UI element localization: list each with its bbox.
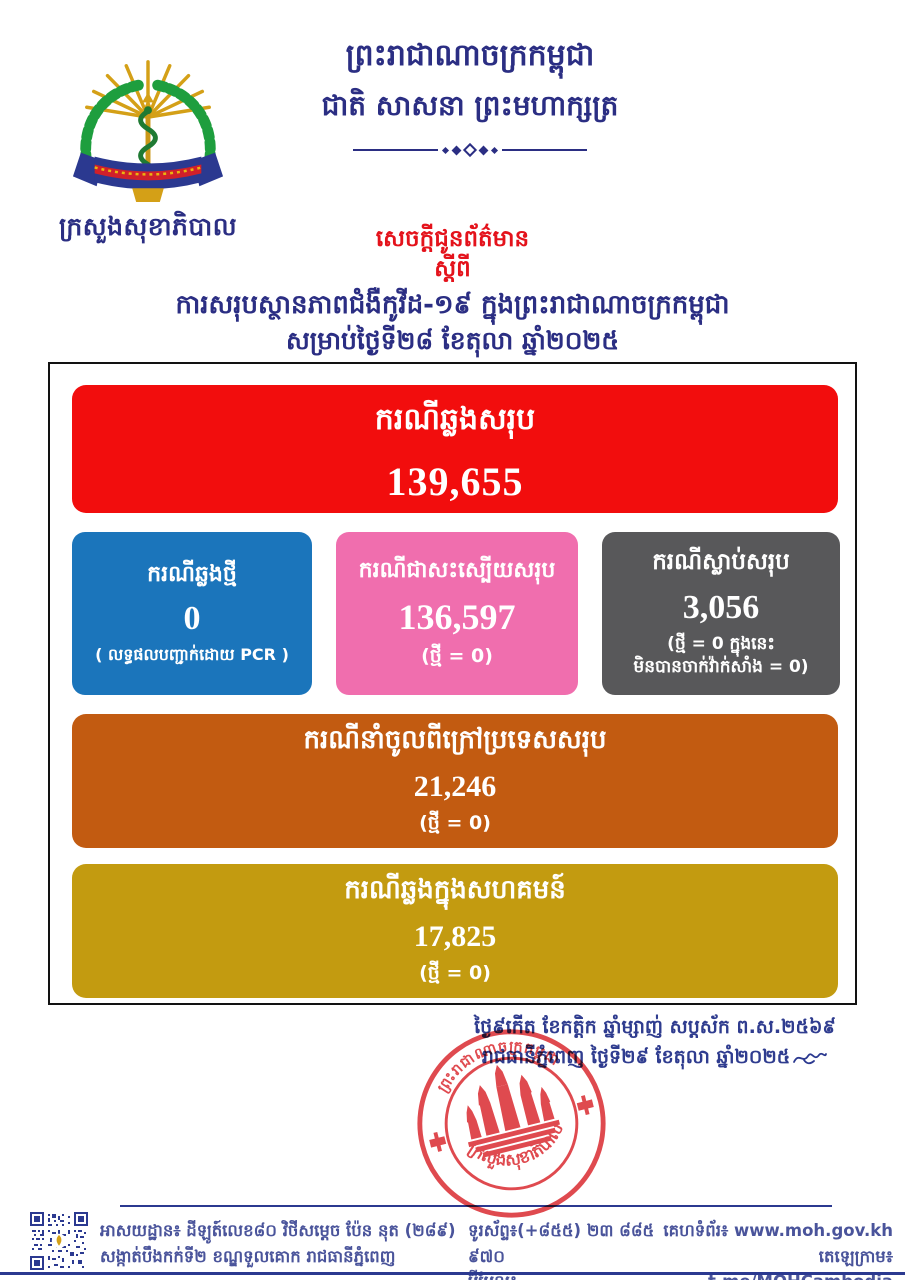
regarding-label: ស្តីពី xyxy=(434,256,471,283)
ministry-name-label: ក្រសួងសុខាភិបាល xyxy=(58,212,238,241)
statistics-panel: ករណីឆ្លងសរុប 139,655 ករណីឆ្លងថ្មី 0 ( លទ… xyxy=(48,362,857,1005)
nation-religion-king: ជាតិ សាសនា ព្រះមហាក្សត្រ xyxy=(321,89,619,122)
new-cases-note: ( លទ្ធផលបញ្ជាក់ដោយ PCR ) xyxy=(95,644,289,664)
recovered-note: (ថ្មី = 0) xyxy=(421,644,493,667)
footer-address: អាសយដ្ឋាន៖ ដីឡូត៍លេខ៨០ វិថីសម្តេច ប៉ែន ន… xyxy=(100,1218,470,1269)
total-cases-card: ករណីឆ្លងសរុប 139,655 xyxy=(72,385,838,513)
angkor-wat-icon xyxy=(466,1064,560,1158)
recovered-value: 136,597 xyxy=(398,596,516,637)
imported-note: (ថ្មី = 0) xyxy=(419,812,491,834)
ornament-divider-icon xyxy=(240,142,700,158)
deaths-card: ករណីស្លាប់សរុប 3,056 (ថ្មី = 0 ក្នុងនេះ … xyxy=(602,532,840,695)
total-cases-value: 139,655 xyxy=(386,459,524,504)
phone-line: ទូរស័ព្ទ៖(+៨៥៥) ២៣ ៨៨៥ ៩៧០ xyxy=(468,1221,655,1266)
address-line1: អាសយដ្ឋាន៖ ដីឡូត៍លេខ៨០ វិថីសម្តេច ប៉ែន ន… xyxy=(100,1221,456,1240)
kingdom-header: ព្រះរាជាណាចក្រកម្ពុជា ជាតិ សាសនា ព្រះមហា… xyxy=(240,36,700,158)
community-note: (ថ្មី = 0) xyxy=(419,962,491,984)
website-line: គេហទំព័រ៖ www.moh.gov.kh xyxy=(663,1221,893,1240)
deaths-note-line2: មិនបានចាក់វ៉ាក់សាំង = 0) xyxy=(633,657,809,677)
deaths-value: 3,056 xyxy=(682,589,760,627)
ministry-stamp-icon: ព្រះរាជាណាចក្រកម្ពុជា ក្រសួងសុខាភិបាល xyxy=(417,1024,606,1218)
imported-value: 21,246 xyxy=(413,770,497,803)
notice-title: សេចក្តីជូនព័ត៌មាន xyxy=(375,226,530,252)
signature-icon xyxy=(793,1052,828,1064)
document-title-block: សេចក្តីជូនព័ត៌មាន ស្តីពី ការសរុបស្ថានភាព… xyxy=(0,224,905,357)
imported-cases-card: ករណីនាំចូលពីក្រៅប្រទេសសរុប 21,246 (ថ្មី … xyxy=(72,714,838,848)
official-stamp: ព្រះរាជាណាចក្រកម្ពុជា ក្រសួងសុខាភិបាល xyxy=(393,1005,629,1241)
recovered-cases-card: ករណីជាសះស្បើយសរុប 136,597 (ថ្មី = 0) xyxy=(336,532,578,695)
total-cases-label: ករណីឆ្លងសរុប xyxy=(374,402,536,437)
deaths-note-line1: (ថ្មី = 0 ក្នុងនេះ xyxy=(667,634,775,655)
community-label: ករណីឆ្លងក្នុងសហគមន៍ xyxy=(344,875,566,905)
community-value: 17,825 xyxy=(413,920,497,953)
address-line2: សង្កាត់បឹងកក់ទី២ ខណ្ឌទួលគោក រាជធានីភ្នំព… xyxy=(100,1246,396,1266)
new-cases-card: ករណីឆ្លងថ្មី 0 ( លទ្ធផលបញ្ជាក់ដោយ PCR ) xyxy=(72,532,312,695)
gregorian-date-line: រាជធានីភ្នំពេញ ថ្ងៃទី២៩ ខែតុលា ឆ្នាំ២០២៥ xyxy=(481,1046,791,1069)
footer-web: គេហទំព័រ៖ www.moh.gov.kh តេឡេក្រាម៖ t.me… xyxy=(655,1218,893,1280)
qr-code-icon xyxy=(30,1212,88,1270)
signature-block: ថ្ងៃ៩កើត ខែកត្តិក ឆ្នាំម្សាញ់ សប្តស័ក ព.… xyxy=(420,1012,890,1073)
footer-contact: ទូរស័ព្ទ៖(+៨៥៥) ២៣ ៨៨៥ ៩៧០ អ៊ីមែល៖ info@… xyxy=(468,1218,683,1280)
new-cases-value: 0 xyxy=(183,599,201,637)
telegram-line: តេឡេក្រាម៖ t.me/MOHCambodia xyxy=(708,1246,893,1280)
new-cases-label: ករណីឆ្លងថ្មី xyxy=(147,561,237,587)
imported-label: ករណីនាំចូលពីក្រៅប្រទេសសរុប xyxy=(303,725,607,755)
kingdom-title: ព្រះរាជាណាចក្រកម្ពុជា xyxy=(345,38,595,73)
report-date-line: សម្រាប់ថ្ងៃទី២៨ ខែតុលា ឆ្នាំ២០២៥ xyxy=(285,325,620,355)
footer-bottom-rule xyxy=(0,1272,905,1275)
subject-line: ការសរុបស្ថានភាពជំងឺកូវីដ-១៩ ក្នុងព្រះរាជ… xyxy=(175,289,730,320)
ministry-of-health-logo-icon xyxy=(72,60,224,203)
community-cases-card: ករណីឆ្លងក្នុងសហគមន៍ 17,825 (ថ្មី = 0) xyxy=(72,864,838,998)
lunar-date-line: ថ្ងៃ៩កើត ខែកត្តិក ឆ្នាំម្សាញ់ សប្តស័ក ព.… xyxy=(474,1016,836,1038)
email-line: អ៊ីមែល៖ info@moh.gov.kh xyxy=(468,1269,683,1280)
cross-icon xyxy=(429,1095,594,1152)
recovered-label: ករណីជាសះស្បើយសរុប xyxy=(358,557,556,583)
deaths-label: ករណីស្លាប់សរុប xyxy=(652,549,790,576)
ministry-logo-block: ក្រសួងសុខាភិបាល xyxy=(52,48,244,248)
